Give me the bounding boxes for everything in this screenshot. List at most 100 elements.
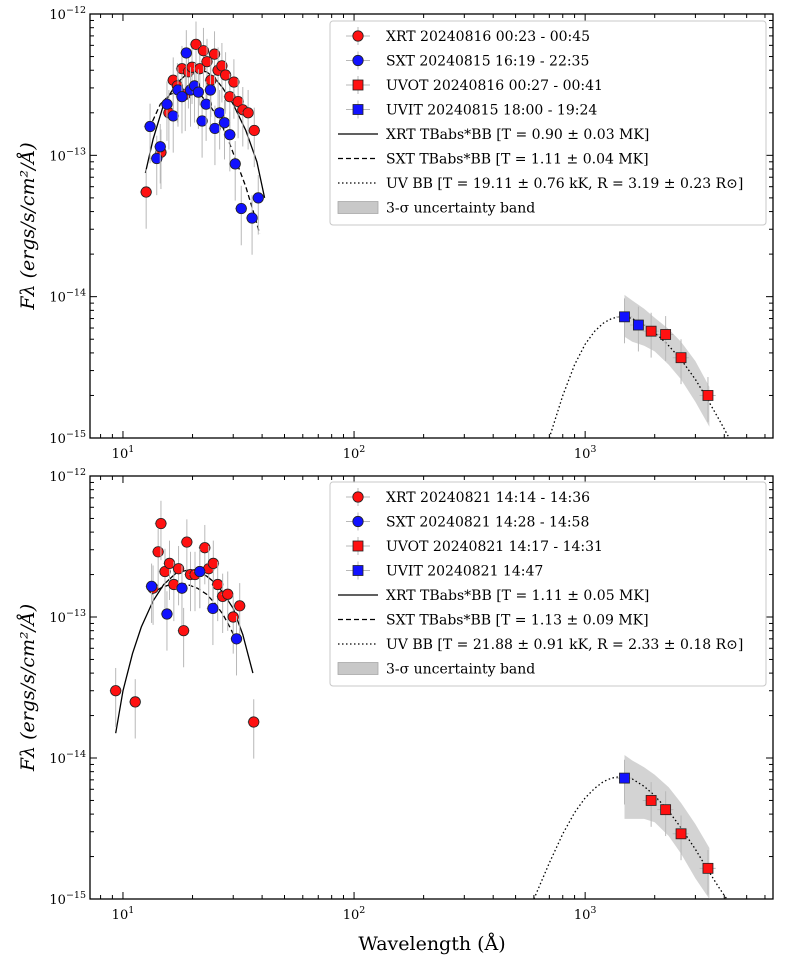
x-tick-label: 101 [112, 444, 135, 462]
x-axis: 101 102 103 [100, 14, 766, 462]
data-point [172, 563, 185, 575]
legend-entry: XRT 20240816 00:23 - 00:45 [346, 27, 590, 45]
x-tick-label: 103 [574, 905, 597, 923]
legend-square-marker [352, 565, 364, 576]
legend-box [329, 481, 767, 687]
legend-entry: SXT 20240815 16:19 - 22:35 [346, 51, 589, 70]
data-point [110, 685, 122, 697]
data-point [229, 158, 241, 170]
legend: XRT 20240816 00:23 - 00:45 SXT 20240815 1… [329, 20, 767, 226]
series-square-ff1111 [642, 782, 716, 895]
legend-entry: XRT 20240821 14:14 - 14:36 [346, 488, 590, 506]
plot-frame [89, 13, 774, 439]
data-point [199, 542, 211, 554]
data-point [190, 38, 202, 50]
legend-label: UVIT 20240821 14:47 [386, 564, 543, 580]
data-point [154, 141, 166, 153]
data-point [242, 107, 254, 119]
data-point [176, 582, 188, 594]
legend: XRT 20240821 14:14 - 14:36 SXT 20240821 1… [329, 481, 767, 687]
legend-box [329, 20, 767, 226]
data-point [176, 91, 188, 103]
data-point [144, 120, 156, 133]
data-point [196, 115, 208, 127]
data-point [178, 625, 190, 637]
legend-label: XRT 20240821 14:14 - 14:36 [386, 490, 590, 506]
data-point [192, 86, 204, 98]
y-tick-label: 10−13 [49, 608, 86, 626]
data-point [675, 828, 687, 840]
data-point [218, 117, 231, 129]
y-tick-label: 10−14 [49, 749, 86, 767]
series-square-ff1111 [642, 312, 716, 422]
data-point [702, 862, 714, 874]
data-point [702, 390, 714, 401]
uncertainty-band [624, 294, 710, 427]
plot-area [139, 21, 730, 438]
data-point [161, 98, 173, 110]
x-tick-label: 101 [112, 905, 135, 923]
legend-entry: 3-σ uncertainty band [337, 662, 535, 678]
legend-label: XRT TBabs*BB [T = 1.11 ± 0.05 MK] [386, 588, 649, 604]
x-axis: 101 102 103 [100, 476, 766, 923]
legend-label: UVOT 20240816 00:27 - 00:41 [386, 78, 603, 94]
data-point [248, 716, 260, 728]
data-point [660, 804, 672, 816]
data-point [675, 352, 687, 364]
data-point [180, 47, 192, 59]
data-point [222, 588, 234, 600]
legend-label: SXT TBabs*BB [T = 1.11 ± 0.04 MK] [386, 152, 649, 168]
legend-square-marker [352, 540, 364, 552]
legend-entry: UVIT 20240821 14:47 [346, 561, 543, 580]
data-point [248, 124, 260, 137]
x-tick-label: 103 [574, 444, 597, 462]
data-point [214, 107, 226, 119]
legend-entry: UV BB [T = 21.88 ± 0.91 kK, R = 2.33 ± 0… [338, 637, 743, 653]
plot-frame [89, 475, 774, 900]
data-point [207, 602, 219, 615]
data-point [246, 212, 258, 224]
uncertainty-band [624, 755, 710, 899]
series-circle-1111ff [143, 30, 265, 255]
legend-entry: XRT TBabs*BB [T = 0.90 ± 0.03 MK] [338, 127, 649, 143]
data-point [235, 202, 247, 215]
y-axis-title: Fλ (ergs/s/cm²/Å) [17, 604, 39, 772]
data-point [201, 56, 213, 68]
legend-entry: UVOT 20240816 00:27 - 00:41 [346, 76, 603, 94]
data-point [129, 696, 141, 708]
legend-entry: SXT 20240821 14:28 - 14:58 [346, 512, 589, 531]
data-point [207, 557, 219, 569]
data-point [163, 557, 176, 569]
legend-label: UV BB [T = 19.11 ± 0.76 kK, R = 3.19 ± 0… [386, 176, 743, 192]
data-point [224, 129, 236, 141]
data-point [200, 98, 212, 110]
x-tick-label: 102 [343, 905, 366, 923]
data-point [209, 122, 221, 135]
x-tick-label: 102 [343, 444, 366, 462]
top-panel: 101 102 103 10−15 10−14 10−13 10−12 Fλ (ergs/s/… [17, 5, 774, 462]
data-point [181, 536, 193, 548]
data-point [140, 186, 152, 198]
series-circle-ff1111 [109, 500, 260, 759]
legend-entry: SXT TBabs*BB [T = 1.13 ± 0.09 MK] [338, 613, 649, 629]
data-point [194, 565, 206, 578]
y-tick-label: 10−14 [49, 288, 86, 306]
data-point [161, 608, 173, 620]
data-point [219, 69, 232, 81]
data-point [152, 546, 164, 558]
legend-entry: 3-σ uncertainty band [337, 201, 535, 217]
legend-circle-marker [352, 515, 364, 528]
uv-blackbody-line [548, 316, 730, 438]
data-point [212, 578, 224, 591]
legend-entry: UVIT 20240815 18:00 - 19:24 [346, 100, 597, 119]
legend-circle-marker [352, 54, 364, 67]
data-point [208, 48, 221, 60]
legend-label: 3-σ uncertainty band [386, 201, 535, 217]
legend-entry: UVOT 20240821 14:17 - 14:31 [346, 537, 603, 555]
legend-label: UVOT 20240821 14:17 - 14:31 [386, 539, 603, 555]
legend-circle-marker [352, 491, 364, 503]
data-point [155, 517, 167, 530]
legend-label: SXT 20240815 16:19 - 22:35 [386, 54, 589, 70]
sxt-model-line [151, 582, 238, 641]
data-point [252, 192, 264, 204]
